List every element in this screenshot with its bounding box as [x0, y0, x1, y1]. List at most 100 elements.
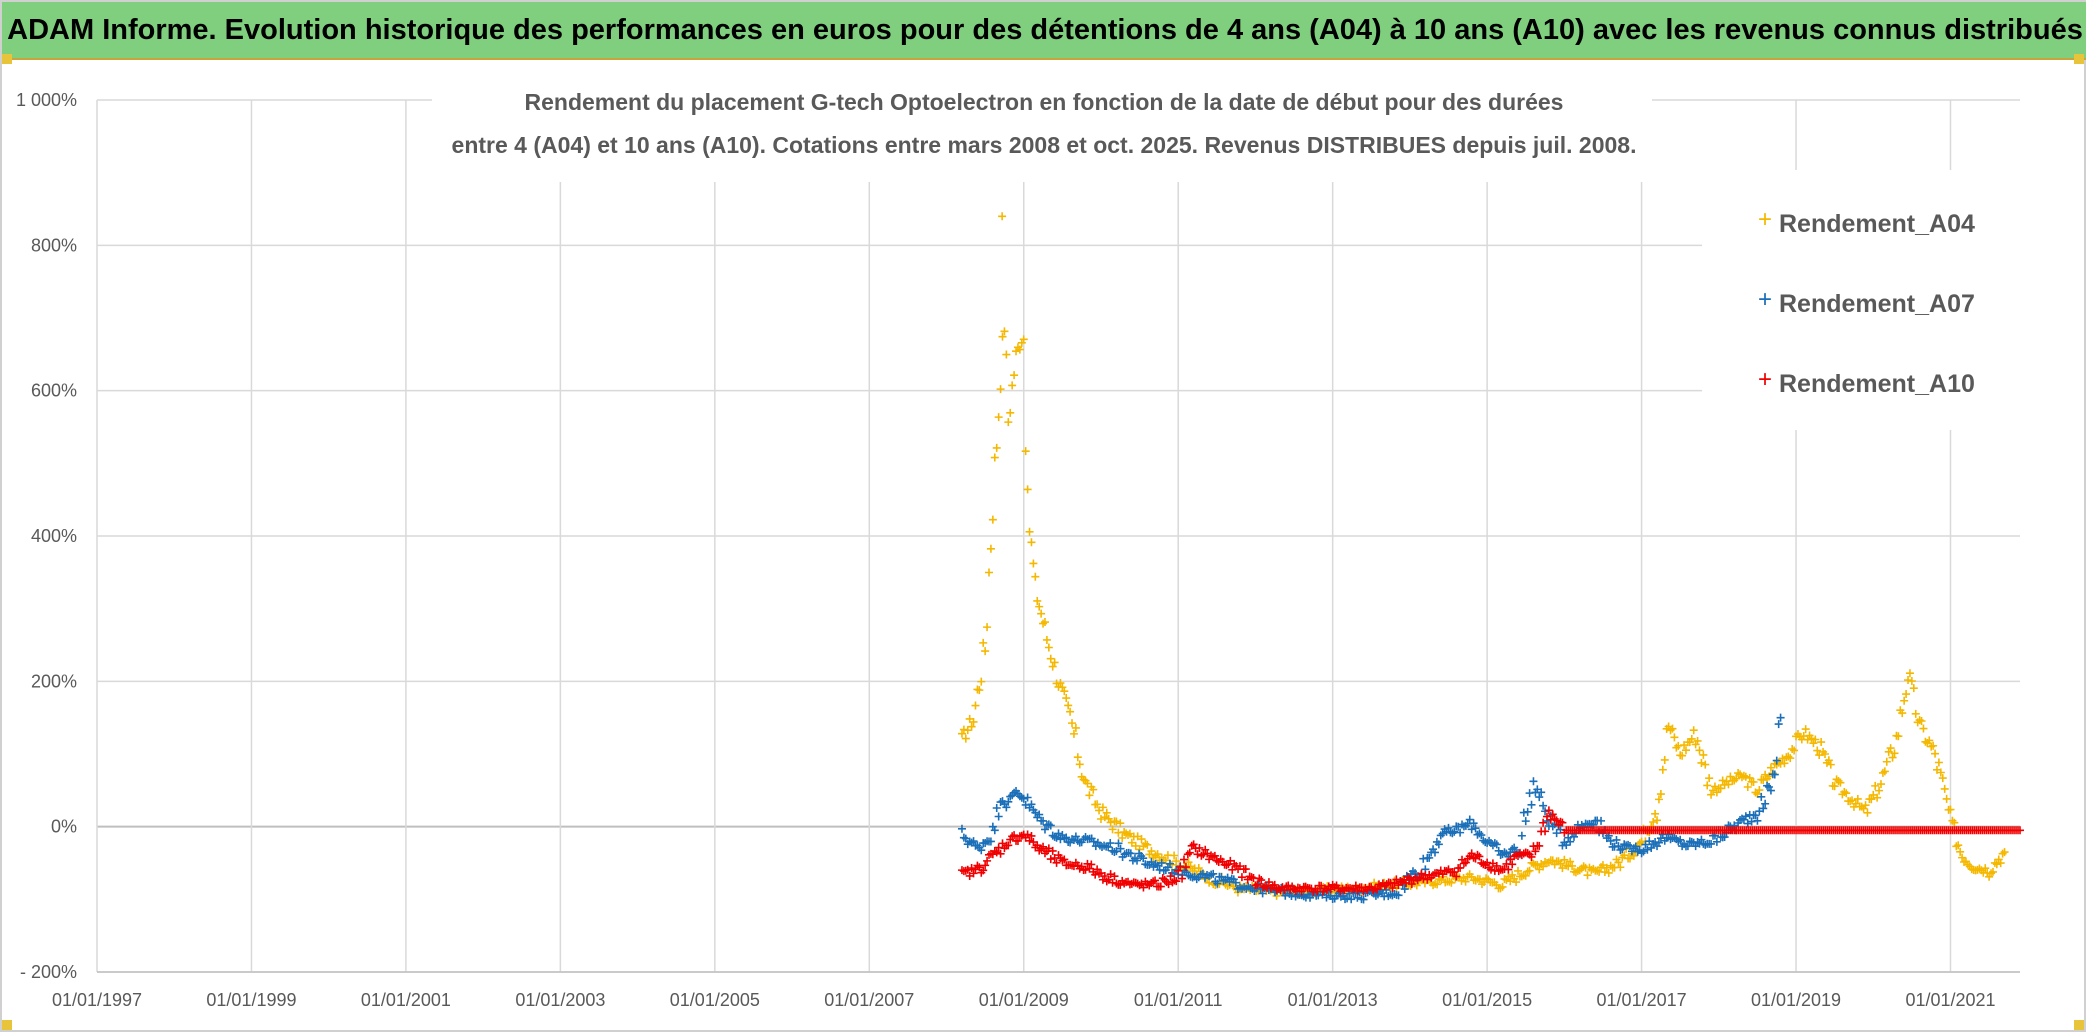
data-point — [1871, 781, 1880, 790]
legend-label-a07: Rendement_A07 — [1779, 290, 1975, 318]
data-point — [1875, 786, 1884, 795]
data-point — [959, 833, 968, 842]
data-point — [1614, 858, 1623, 867]
data-point — [1776, 713, 1785, 722]
data-point — [1707, 790, 1716, 799]
data-point — [1033, 841, 1042, 850]
data-point — [1593, 866, 1602, 875]
data-point — [1257, 876, 1266, 885]
data-point — [1284, 881, 1293, 890]
data-point — [1157, 858, 1166, 867]
data-point — [1400, 885, 1409, 894]
data-point — [1071, 723, 1080, 732]
data-point — [1921, 737, 1930, 746]
data-point — [1436, 831, 1445, 840]
data-point — [1759, 776, 1768, 785]
data-point — [1564, 833, 1573, 842]
y-tick-label: 1 000% — [16, 90, 77, 110]
data-point — [1185, 848, 1194, 857]
data-point — [1205, 878, 1214, 887]
data-point — [1720, 833, 1729, 842]
data-point — [1058, 683, 1067, 692]
data-point — [1774, 720, 1783, 729]
data-point — [1701, 760, 1710, 769]
data-point — [1060, 687, 1069, 696]
data-point — [1170, 851, 1179, 860]
data-point — [1695, 746, 1704, 755]
data-point — [1884, 747, 1893, 756]
data-point — [1023, 485, 1032, 494]
data-point — [1909, 684, 1918, 693]
corner-marker — [2074, 1020, 2084, 1030]
data-point — [1438, 829, 1447, 838]
data-point — [1201, 845, 1210, 854]
data-point — [1992, 860, 2001, 869]
data-point — [1013, 836, 1022, 845]
data-point — [1929, 741, 1938, 750]
data-point — [1631, 842, 1640, 851]
data-point — [1471, 824, 1480, 833]
series-points — [957, 212, 2024, 904]
data-point — [1749, 777, 1758, 786]
data-point — [1741, 772, 1750, 781]
data-point — [1658, 765, 1667, 774]
y-tick-label: 200% — [31, 671, 77, 691]
data-point — [1104, 843, 1113, 852]
data-point — [1166, 872, 1175, 881]
data-point — [1880, 767, 1889, 776]
data-point — [1477, 831, 1486, 840]
grid-lines — [96, 99, 2020, 973]
data-point — [1492, 840, 1501, 849]
banner-title: ADAM Informe. Evolution historique des p… — [7, 13, 2083, 46]
data-point — [1934, 758, 1943, 767]
data-point — [981, 647, 990, 656]
data-point — [1508, 870, 1517, 879]
data-point — [961, 734, 970, 743]
data-point — [1919, 724, 1928, 733]
data-point — [1210, 851, 1219, 860]
data-point — [1830, 782, 1839, 791]
data-point — [1757, 792, 1766, 801]
chart-title: Rendement du placement G-tech Optoelectr… — [432, 82, 1652, 182]
data-point — [992, 848, 1001, 857]
data-point — [1772, 756, 1781, 765]
data-point — [1654, 795, 1663, 804]
data-point — [1270, 880, 1279, 889]
data-point — [1189, 840, 1198, 849]
data-point — [1743, 783, 1752, 792]
data-point — [1718, 776, 1727, 785]
data-point — [1726, 772, 1735, 781]
data-point — [1541, 827, 1550, 836]
data-point — [1940, 784, 1949, 793]
y-tick-label: 0% — [51, 817, 77, 837]
data-point — [1521, 817, 1530, 826]
data-point — [998, 332, 1007, 341]
data-point — [1044, 643, 1053, 652]
x-tick-label: 01/01/2017 — [1597, 990, 1687, 1010]
data-point — [1066, 707, 1075, 716]
data-point — [1212, 856, 1221, 865]
data-point — [1552, 829, 1561, 838]
data-point — [1597, 816, 1606, 825]
data-point — [1025, 836, 1034, 845]
data-point — [1056, 835, 1065, 844]
x-tick-label: 01/01/1999 — [206, 990, 296, 1010]
data-point — [1527, 852, 1536, 861]
data-point — [1539, 801, 1548, 810]
data-point — [1102, 808, 1111, 817]
data-point — [957, 729, 966, 738]
x-tick-label: 01/01/2005 — [670, 990, 760, 1010]
legend-marker-a07: + — [1758, 286, 1772, 313]
data-point — [1178, 874, 1187, 883]
data-point — [992, 443, 1001, 452]
data-point — [1073, 753, 1082, 762]
data-point — [1517, 831, 1526, 840]
data-point — [1110, 872, 1119, 881]
data-point — [1027, 831, 1036, 840]
data-point — [1093, 800, 1102, 809]
data-point — [1306, 893, 1315, 902]
data-point — [1297, 887, 1306, 896]
data-point — [1052, 833, 1061, 842]
data-point — [1087, 860, 1096, 869]
data-point — [1618, 845, 1627, 854]
